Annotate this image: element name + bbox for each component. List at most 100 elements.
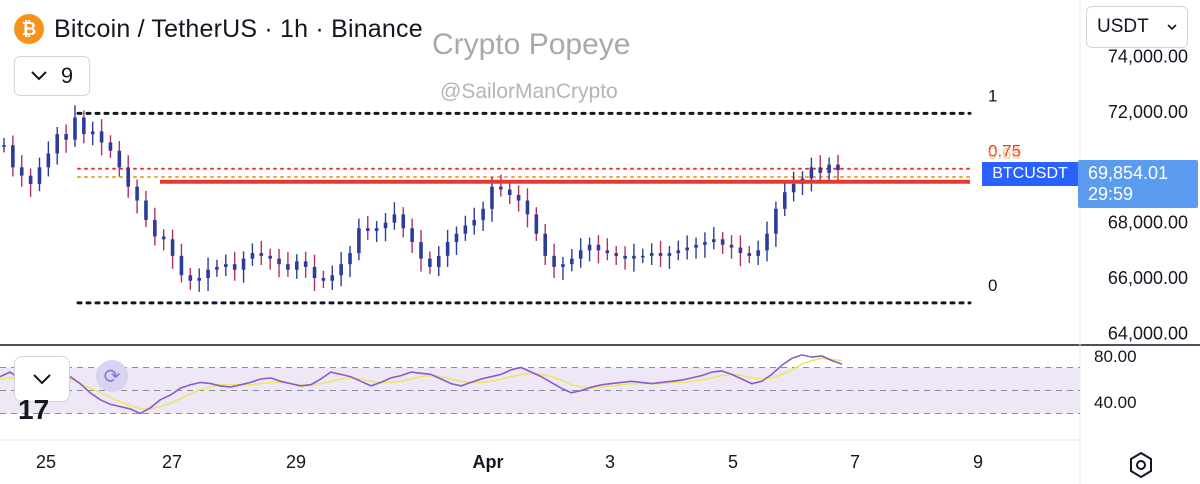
price-axis-tick-label: 64,000.00 <box>1108 323 1188 343</box>
candle-body <box>720 239 725 245</box>
candle-body <box>782 192 787 209</box>
indicators-toggle-button[interactable]: 9 <box>14 56 90 96</box>
candle-body <box>472 219 477 226</box>
candle-body <box>507 189 512 195</box>
candle-body <box>135 186 139 201</box>
candle-body <box>614 253 618 256</box>
candle-body <box>170 239 175 256</box>
candle-body <box>463 225 468 234</box>
candle-body <box>117 150 122 168</box>
time-axis-tick-label: 3 <box>605 452 615 472</box>
candle-body <box>321 278 326 281</box>
candle-body <box>277 258 281 265</box>
chevron-down-icon <box>1167 23 1177 30</box>
candle-body <box>215 266 219 270</box>
candle-body <box>46 153 51 168</box>
time-axis-tick-label: 5 <box>728 452 738 472</box>
price-axis-tick-label: 72,000.00 <box>1108 102 1188 122</box>
fib-level-label: 0.75 <box>988 142 1021 161</box>
candle-body <box>641 255 645 258</box>
candle-body <box>401 214 406 229</box>
rsi-toggle-button[interactable] <box>14 356 70 402</box>
candle-body <box>179 255 184 276</box>
candle-body <box>357 228 361 254</box>
candle-body <box>312 266 317 278</box>
candle-body <box>392 214 397 223</box>
time-axis-tick-label: 7 <box>850 452 860 472</box>
candle-body <box>711 239 716 243</box>
candle-body <box>596 244 601 251</box>
candle-body <box>64 134 68 140</box>
chevron-down-icon <box>33 373 51 384</box>
candle-body <box>250 253 255 259</box>
fib-level-label: 1 <box>988 86 997 105</box>
time-axis-tick-label: 27 <box>162 452 182 472</box>
candle-body <box>259 253 264 256</box>
candle-body <box>11 145 15 168</box>
candle-body <box>383 222 388 229</box>
candle-body <box>144 200 148 220</box>
candle-body <box>126 167 131 187</box>
indicator-count: 9 <box>60 63 74 88</box>
candle-body <box>99 131 104 143</box>
candle-body <box>774 208 778 234</box>
candle-body <box>578 250 583 259</box>
candle-body <box>454 233 459 243</box>
candle-body <box>525 200 530 215</box>
candle-body <box>481 208 485 220</box>
candle-body <box>268 255 272 259</box>
chart-title: Bitcoin / TetherUS · 1h · Binance <box>54 14 423 43</box>
candle-body <box>445 242 450 256</box>
candle-body <box>339 264 343 276</box>
candle-body <box>224 264 228 267</box>
refresh-icon[interactable]: ⟳ <box>96 360 128 392</box>
candle-body <box>791 183 796 193</box>
candle-body <box>82 117 86 135</box>
candle-body <box>241 258 246 270</box>
settings-icon[interactable] <box>1126 450 1156 480</box>
candle-body <box>330 275 335 281</box>
price-axis-tick-label: 74,000.00 <box>1108 47 1188 67</box>
candle-body <box>738 247 743 254</box>
candle-body <box>419 242 423 259</box>
candle-body <box>490 186 494 209</box>
candle-body <box>206 269 210 278</box>
candle-body <box>90 131 95 135</box>
candle-body <box>623 255 627 259</box>
symbol-tag: BTCUSDT <box>982 162 1078 186</box>
currency-select[interactable]: USDT <box>1086 6 1188 48</box>
candle-body <box>161 236 166 240</box>
candle-body <box>765 233 769 251</box>
rsi-line <box>0 354 843 415</box>
candle-body <box>552 255 556 267</box>
candle-body <box>543 233 548 256</box>
candle-body <box>410 228 414 243</box>
candle-body <box>499 186 503 190</box>
candle-body <box>836 164 840 171</box>
candle-body <box>605 250 610 254</box>
candle-body <box>19 167 24 176</box>
candle-body <box>756 250 760 256</box>
watermark-handle: @SailorManCrypto <box>440 80 618 103</box>
chevron-down-icon <box>31 71 47 81</box>
candle-body <box>294 261 299 270</box>
candle-body <box>667 253 672 256</box>
candle-body <box>197 278 201 281</box>
time-axis-tick-label: 29 <box>286 452 306 472</box>
candle-body <box>827 164 831 173</box>
candle-body <box>809 167 814 179</box>
candle-body <box>2 145 6 147</box>
candle-body <box>232 264 237 270</box>
candle-body <box>153 219 157 237</box>
candle-body <box>303 261 308 267</box>
candle-body <box>676 250 681 254</box>
candle-body <box>747 253 752 256</box>
last-price-tag: 69,854.01 29:59 <box>1078 160 1198 208</box>
candle-body <box>37 167 42 184</box>
candle-body <box>516 195 521 201</box>
rsi-axis-tick-label: 80.00 <box>1094 347 1137 366</box>
tradingview-logo: 17 <box>18 394 50 425</box>
candle-body <box>587 244 592 251</box>
candle-body <box>685 247 689 251</box>
